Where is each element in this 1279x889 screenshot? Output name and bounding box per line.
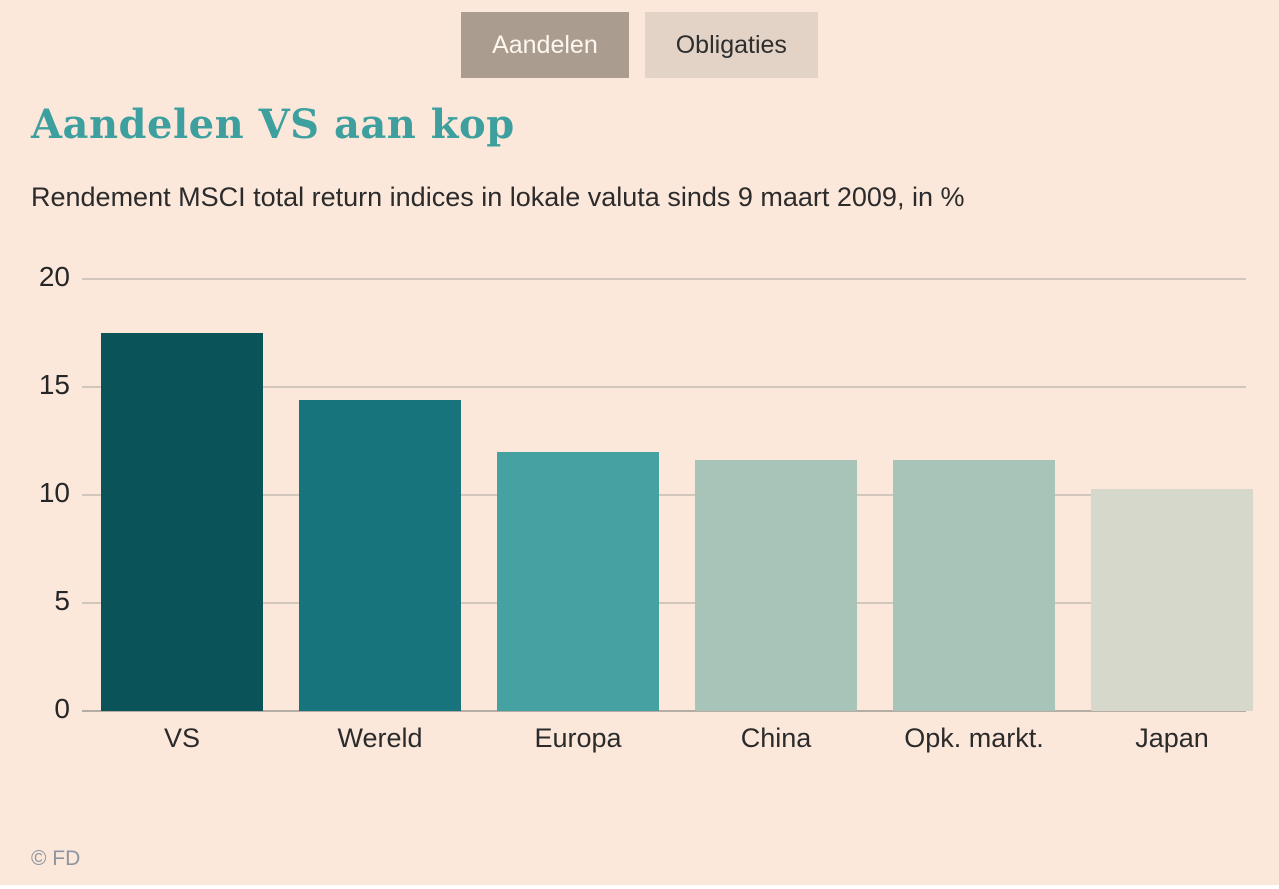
y-axis-tick-label: 5 [54,585,70,616]
x-axis-line [82,710,1246,712]
bar-japan[interactable] [1091,488,1253,711]
chart-subtitle: Rendement MSCI total return indices in l… [31,182,965,212]
bar-chart: VS Wereld Europa China Opk. markt. Japan 0 5 10… [0,261,1279,769]
gridline [82,386,1246,388]
chart-title: Aandelen VS aan kop [31,101,515,148]
gridline [82,494,1246,496]
bar-opk-markt[interactable] [893,460,1055,711]
plot-area: VS Wereld Europa China Opk. markt. Japan [82,278,1257,753]
y-axis-tick-label: 10 [38,477,70,508]
bar-china[interactable] [695,460,857,711]
x-axis-tick-label: Opk. markt. [904,723,1044,753]
tab-bar: Aandelen Obligaties [0,12,1279,78]
tab-aandelen[interactable]: Aandelen [461,12,629,78]
bar-vs[interactable] [101,333,263,711]
copyright-notice: © FD [31,847,81,870]
bar-europa[interactable] [497,451,659,711]
y-axis-tick-label: 0 [54,693,70,724]
x-axis-tick-label: China [740,723,812,753]
y-axis-tick-label: 15 [38,369,70,400]
bar-wereld[interactable] [299,399,461,711]
y-axis-tick-label: 20 [38,261,70,292]
gridline [82,278,1246,280]
x-axis-tick-label: Wereld [337,723,423,753]
x-axis-tick-label: Europa [534,723,622,753]
x-axis-tick-label: Japan [1135,723,1209,753]
gridline [82,602,1246,604]
tab-obligaties[interactable]: Obligaties [644,12,818,78]
x-axis-tick-label: VS [163,723,201,753]
